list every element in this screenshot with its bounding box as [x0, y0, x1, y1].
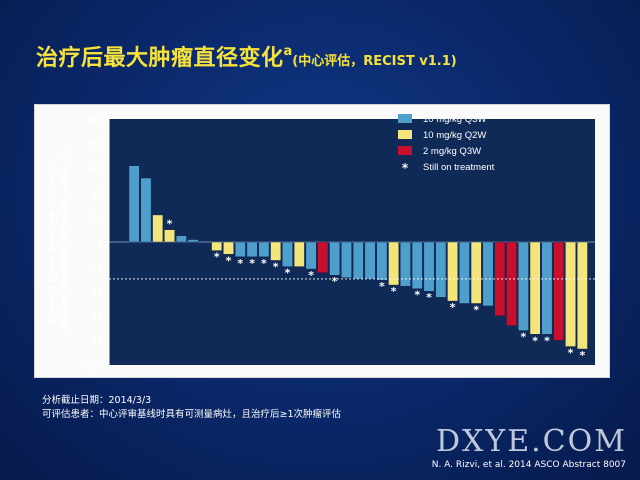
still-on-treatment-star: *: [167, 218, 173, 231]
still-on-treatment-star: *: [532, 334, 538, 347]
still-on-treatment-star: *: [544, 334, 550, 347]
y-axis-label-line-2: Longest Diameter of Target Lesion, %: [59, 148, 71, 336]
bar: [459, 241, 470, 304]
legend-swatch: [398, 130, 412, 139]
bar: [246, 241, 258, 257]
bar: [447, 241, 458, 302]
bar: [541, 241, 553, 335]
still-on-treatment-star: *: [261, 257, 267, 270]
bar: [211, 241, 223, 251]
still-on-treatment-star: *: [391, 285, 397, 298]
citation: N. A. Rizvi, et al. 2014 ASCO Abstract 8…: [431, 460, 626, 470]
y-tick-label: 20: [91, 213, 103, 224]
y-tick-label: -20: [88, 263, 103, 274]
legend-star-symbol: *: [402, 161, 409, 175]
footer-evaluable-patients: 可评估患者：中心评审基线时具有可测量病灶，且治疗后≥1次肿瘤评估: [42, 409, 342, 420]
bar: [577, 241, 588, 350]
watermark: DXYE.COM: [436, 424, 627, 459]
bar: [435, 241, 447, 298]
y-axis-label-line-1: Change From Baseline in Sum of: [46, 159, 58, 324]
bar: [423, 241, 435, 292]
bar: [234, 241, 246, 257]
bar: [553, 241, 565, 341]
bar: [293, 241, 305, 267]
y-tick-label: 60: [91, 164, 103, 175]
bar: [258, 241, 270, 257]
bar: [352, 241, 364, 280]
slide-title-main: 治疗后最大肿瘤直径变化: [36, 46, 284, 71]
bar: [388, 241, 399, 286]
slide-title-sub: (中心评估，RECIST v1.1): [292, 54, 457, 69]
still-on-treatment-star: *: [214, 251, 220, 264]
y-tick-label: -100: [82, 361, 102, 372]
still-on-treatment-star: *: [273, 260, 279, 273]
legend-label: 10 mg/kg Q3W: [423, 114, 486, 125]
bar: [400, 241, 411, 287]
still-on-treatment-star: *: [332, 275, 338, 288]
legend-swatch: [398, 146, 412, 155]
bar: [223, 241, 234, 255]
still-on-treatment-star: *: [426, 291, 432, 304]
legend-label: 10 mg/kg Q2W: [423, 130, 486, 141]
bar: [317, 241, 329, 273]
waterfall-chart: 100 80 60 40 20 0 -20 -40 -60 -80 -100 Change From …: [46, 114, 595, 372]
bar: [411, 241, 423, 289]
bar: [482, 241, 494, 307]
still-on-treatment-star: *: [226, 254, 232, 267]
bar: [470, 241, 482, 304]
slide-title-superscript: a: [283, 44, 293, 59]
y-tick-label: -40: [88, 287, 103, 298]
still-on-treatment-star: *: [568, 347, 574, 360]
bar: [364, 241, 376, 280]
slide-title: 治疗后最大肿瘤直径变化a(中心评估，RECIST v1.1): [36, 40, 457, 72]
bar: [506, 241, 517, 326]
bar: [128, 165, 140, 243]
bar: [376, 241, 388, 281]
still-on-treatment-star: *: [414, 289, 420, 302]
bar: [494, 241, 506, 317]
bar: [282, 241, 293, 267]
bar: [140, 177, 152, 243]
still-on-treatment-star: *: [579, 349, 585, 362]
y-tick-label: 0: [96, 238, 102, 249]
chart-panel: 100 80 60 40 20 0 -20 -40 -60 -80 -100 Change From …: [34, 104, 610, 378]
footer-cutoff-date: 分析截止日期：2014/3/3: [42, 395, 152, 406]
still-on-treatment-star: *: [249, 257, 255, 270]
y-tick-label: 100: [85, 115, 102, 126]
bar: [518, 241, 529, 331]
still-on-treatment-star: *: [520, 331, 526, 344]
bar: [529, 241, 541, 335]
still-on-treatment-star: *: [450, 301, 456, 314]
y-tick-label: 40: [91, 189, 103, 200]
bar: [329, 241, 341, 276]
y-tick-label: 80: [91, 140, 103, 151]
bar: [270, 241, 282, 261]
legend-label: Still on treatment: [423, 162, 495, 173]
bar: [152, 214, 164, 243]
bar: [164, 229, 175, 243]
still-on-treatment-star: *: [473, 304, 479, 317]
bar: [341, 241, 352, 278]
y-tick-label: -60: [88, 312, 103, 323]
still-on-treatment-star: *: [237, 257, 243, 270]
legend-swatch: [398, 114, 412, 123]
bar: [175, 235, 187, 243]
still-on-treatment-star: *: [308, 269, 314, 282]
still-on-treatment-star: *: [285, 267, 291, 280]
legend-label: 2 mg/kg Q3W: [423, 146, 481, 157]
still-on-treatment-star: *: [379, 280, 385, 293]
bar: [305, 241, 317, 270]
bar: [565, 241, 576, 347]
bar: [187, 239, 199, 243]
y-tick-label: -80: [88, 336, 103, 347]
